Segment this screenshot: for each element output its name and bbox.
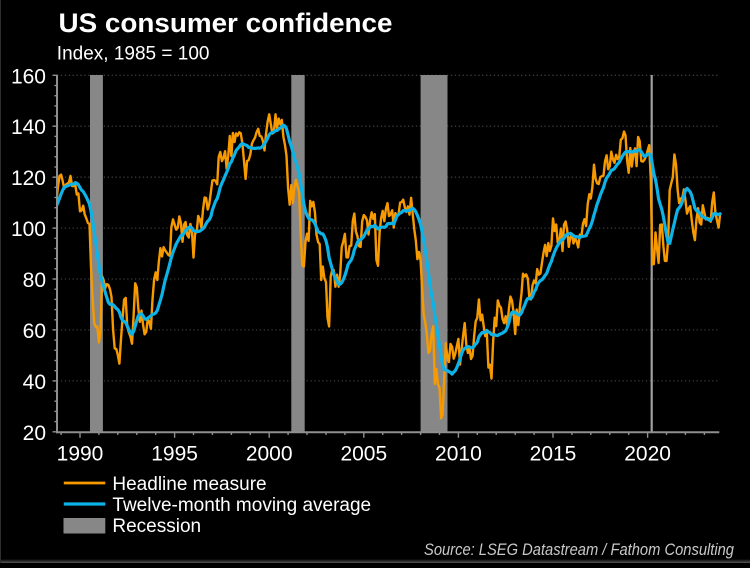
svg-text:40: 40 <box>23 371 46 394</box>
svg-text:80: 80 <box>23 269 46 292</box>
svg-text:2005: 2005 <box>340 442 387 465</box>
svg-text:Index, 1985 = 100: Index, 1985 = 100 <box>57 44 210 65</box>
svg-text:140: 140 <box>11 116 46 139</box>
svg-text:160: 160 <box>11 65 46 88</box>
svg-text:Recession: Recession <box>112 516 201 537</box>
svg-text:60: 60 <box>23 320 46 343</box>
svg-text:1995: 1995 <box>151 442 198 465</box>
svg-text:120: 120 <box>11 167 46 190</box>
svg-text:2000: 2000 <box>246 442 293 465</box>
svg-text:Source: LSEG Datastream / Fath: Source: LSEG Datastream / Fathom Consult… <box>424 540 734 559</box>
svg-text:US consumer confidence: US consumer confidence <box>59 8 393 38</box>
svg-text:2020: 2020 <box>624 442 671 465</box>
svg-text:Twelve-month moving average: Twelve-month moving average <box>112 495 371 516</box>
svg-text:1990: 1990 <box>57 442 104 465</box>
svg-text:20: 20 <box>23 422 46 445</box>
svg-text:100: 100 <box>11 218 46 241</box>
svg-text:2010: 2010 <box>435 442 482 465</box>
svg-text:2015: 2015 <box>530 442 577 465</box>
svg-text:Headline measure: Headline measure <box>112 474 266 495</box>
